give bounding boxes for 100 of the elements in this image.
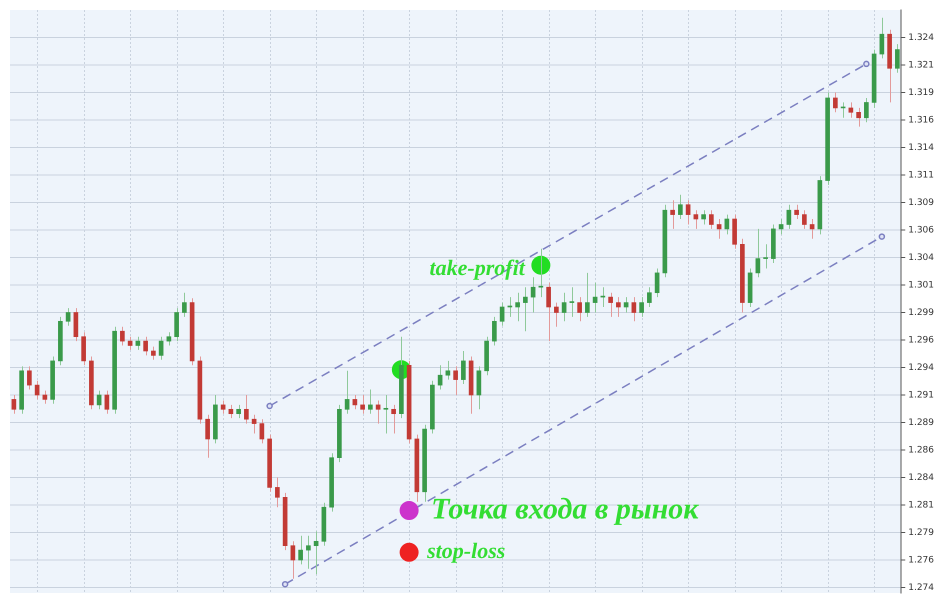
candlestick [716, 218, 722, 240]
candlestick [786, 204, 792, 230]
point [266, 402, 273, 410]
point [282, 580, 288, 588]
candlestick [492, 316, 497, 346]
candlestick [639, 296, 644, 318]
point [878, 233, 886, 240]
candlestick [848, 102, 854, 118]
y-tick-label: 1.309 [908, 198, 934, 208]
candlestick [290, 540, 296, 580]
candlestick [228, 404, 234, 419]
candlestick [647, 286, 652, 308]
candlestick [794, 204, 799, 220]
candlestick [554, 302, 559, 328]
candlestick [446, 360, 450, 380]
y-tick-label: 1.274 [908, 582, 934, 593]
y-tick-label: 1.306 [908, 225, 934, 236]
candlestick [810, 218, 814, 240]
candlestick [895, 44, 900, 74]
candlestick [12, 394, 16, 414]
candlestick [158, 336, 164, 360]
candlestick [508, 296, 512, 318]
candlestick [864, 98, 869, 123]
series-label: Точка входа в рынок [431, 492, 700, 526]
series-label: stop-loss [426, 538, 506, 563]
y-tick-label: 1.321 [908, 60, 934, 70]
point [531, 256, 550, 275]
candlestick [833, 92, 838, 113]
y-tick-label: 1.286 [908, 445, 934, 456]
candlestick [376, 400, 380, 424]
y-tick-label: 1.289 [908, 418, 934, 428]
candlestick [577, 296, 582, 322]
candlestick [592, 282, 598, 313]
y-tick-label: 1.281 [908, 500, 934, 510]
candlestick [694, 210, 698, 230]
candlestick [523, 286, 528, 332]
candlestick [143, 336, 148, 356]
candlestick [546, 282, 551, 342]
candlestick [562, 292, 566, 322]
candlestick [515, 292, 520, 322]
y-tick-label: 1.294 [908, 362, 934, 373]
candlestick [461, 350, 466, 384]
y-tick-label: 1.304 [908, 252, 934, 263]
candlestick [802, 210, 807, 230]
point [400, 501, 419, 520]
series-label: take-profit [430, 254, 526, 280]
candlestick [166, 332, 172, 346]
candlestick [34, 380, 40, 400]
candlestick [856, 107, 861, 128]
y-tick-label: 1.301 [908, 280, 934, 290]
candlestick [438, 364, 442, 390]
candlestick [120, 326, 125, 346]
candlestick [314, 530, 318, 575]
candlestick [252, 414, 256, 434]
y-tick-label: 1.316 [908, 115, 934, 126]
candlestick [128, 336, 132, 350]
candlestick [585, 272, 590, 318]
y-tick-label: 1.314 [908, 142, 934, 153]
candlestick [391, 404, 396, 434]
candlestick [616, 296, 621, 318]
candlestick [220, 400, 226, 414]
y-tick-label: 1.311 [908, 170, 934, 180]
candlestick [298, 535, 303, 565]
candlestick [260, 418, 264, 444]
candlestick [624, 296, 628, 313]
y-tick-label: 1.279 [908, 528, 934, 538]
candlestick [724, 214, 730, 235]
candlestick [306, 535, 311, 570]
y-tick-label: 1.324 [908, 32, 934, 43]
candlestick [66, 308, 70, 326]
candlestick [136, 336, 140, 350]
y-tick-label: 1.284 [908, 472, 934, 483]
candlestick [236, 404, 241, 419]
y-tick-label: 1.276 [908, 555, 934, 566]
candlestick [453, 366, 458, 396]
candlestick [360, 394, 365, 414]
candlestick [344, 370, 350, 414]
candlestick [608, 292, 613, 318]
candlestick [654, 268, 660, 298]
candlestick [182, 292, 187, 318]
candlestick [151, 346, 156, 360]
candlestick [205, 414, 210, 458]
candlestick [96, 390, 102, 410]
y-tick-label: 1.291 [908, 390, 934, 400]
candlestick [756, 228, 760, 278]
candlestick [670, 200, 675, 230]
candlestick [778, 218, 784, 235]
candlestick [709, 210, 714, 230]
candlestick [368, 389, 373, 414]
candlestick [352, 394, 358, 410]
candlestick [678, 194, 683, 220]
candlestick [27, 366, 32, 390]
candlestick [632, 296, 636, 322]
candlestick [701, 210, 706, 225]
candlestick [880, 17, 884, 59]
candlestick [244, 394, 249, 424]
y-tick-label: 1.319 [908, 88, 934, 98]
candlestick [275, 477, 280, 508]
candlestick [500, 302, 504, 326]
point [400, 542, 419, 562]
